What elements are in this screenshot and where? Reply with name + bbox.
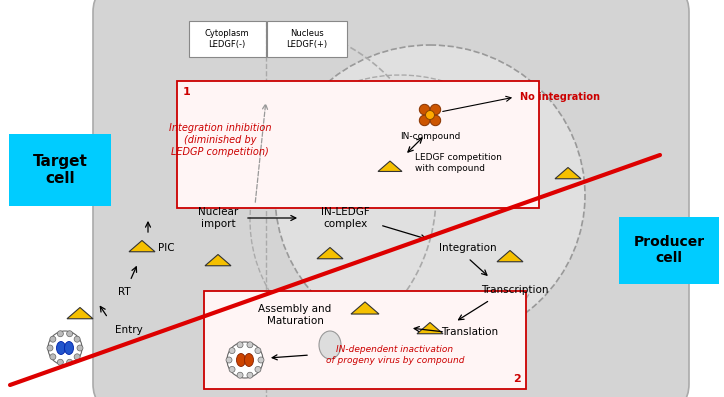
Ellipse shape: [419, 104, 430, 115]
Circle shape: [67, 359, 72, 365]
Circle shape: [255, 348, 261, 354]
Text: Producer
cell: Producer cell: [634, 235, 704, 265]
Text: Integration inhibition
(diminished by
LEDGP competition): Integration inhibition (diminished by LE…: [169, 123, 272, 156]
Ellipse shape: [64, 341, 74, 355]
Circle shape: [74, 336, 80, 342]
Text: 1: 1: [183, 87, 190, 97]
FancyBboxPatch shape: [267, 21, 347, 57]
FancyBboxPatch shape: [189, 21, 266, 57]
FancyBboxPatch shape: [177, 81, 539, 208]
FancyBboxPatch shape: [9, 134, 111, 206]
Polygon shape: [351, 302, 379, 314]
Text: Entry: Entry: [115, 325, 143, 335]
Text: Translation: Translation: [442, 327, 499, 337]
Text: Nuclear
import: Nuclear import: [198, 207, 238, 229]
Polygon shape: [205, 254, 231, 266]
Polygon shape: [129, 241, 155, 252]
Circle shape: [426, 110, 434, 119]
FancyBboxPatch shape: [204, 291, 526, 389]
Text: IN-compound: IN-compound: [400, 132, 460, 141]
Circle shape: [57, 331, 64, 337]
Circle shape: [237, 372, 243, 378]
Polygon shape: [417, 322, 443, 334]
Circle shape: [247, 372, 253, 378]
Text: Target
cell: Target cell: [33, 154, 88, 186]
Circle shape: [50, 336, 56, 342]
Circle shape: [227, 342, 263, 378]
Text: IN-LEDGF
complex: IN-LEDGF complex: [321, 207, 369, 229]
Text: No integration: No integration: [520, 92, 600, 102]
Circle shape: [226, 357, 232, 363]
Polygon shape: [317, 247, 343, 259]
Text: Cytoplasm
LEDGF(-): Cytoplasm LEDGF(-): [205, 29, 249, 49]
Ellipse shape: [430, 115, 441, 126]
Text: Transcription: Transcription: [481, 285, 549, 295]
Circle shape: [67, 331, 72, 337]
Text: PIC: PIC: [158, 243, 174, 253]
Ellipse shape: [275, 45, 585, 345]
Circle shape: [77, 345, 83, 351]
Circle shape: [258, 357, 264, 363]
Circle shape: [229, 366, 235, 372]
Circle shape: [48, 331, 82, 365]
Circle shape: [47, 345, 53, 351]
Text: LEDGF competition
with compound: LEDGF competition with compound: [415, 153, 502, 173]
Text: 2: 2: [513, 374, 521, 384]
Circle shape: [247, 342, 253, 348]
Ellipse shape: [245, 353, 253, 366]
Ellipse shape: [56, 341, 65, 355]
Text: Integration: Integration: [439, 243, 497, 253]
Text: IN-dependent inactivation
of progeny virus by compound: IN-dependent inactivation of progeny vir…: [326, 345, 464, 365]
Polygon shape: [555, 168, 581, 179]
FancyBboxPatch shape: [93, 0, 689, 397]
Ellipse shape: [237, 353, 245, 366]
Circle shape: [255, 366, 261, 372]
Polygon shape: [378, 161, 402, 172]
Text: RT: RT: [118, 287, 130, 297]
Circle shape: [50, 354, 56, 360]
Ellipse shape: [419, 115, 430, 126]
Polygon shape: [67, 308, 93, 319]
Circle shape: [229, 348, 235, 354]
Text: Assembly and
Maturation: Assembly and Maturation: [258, 304, 332, 326]
Ellipse shape: [430, 104, 441, 115]
Polygon shape: [497, 251, 523, 262]
Text: Nucleus
LEDGF(+): Nucleus LEDGF(+): [287, 29, 327, 49]
Circle shape: [74, 354, 80, 360]
Circle shape: [57, 359, 64, 365]
Ellipse shape: [319, 331, 341, 359]
Circle shape: [237, 342, 243, 348]
FancyBboxPatch shape: [619, 217, 719, 284]
